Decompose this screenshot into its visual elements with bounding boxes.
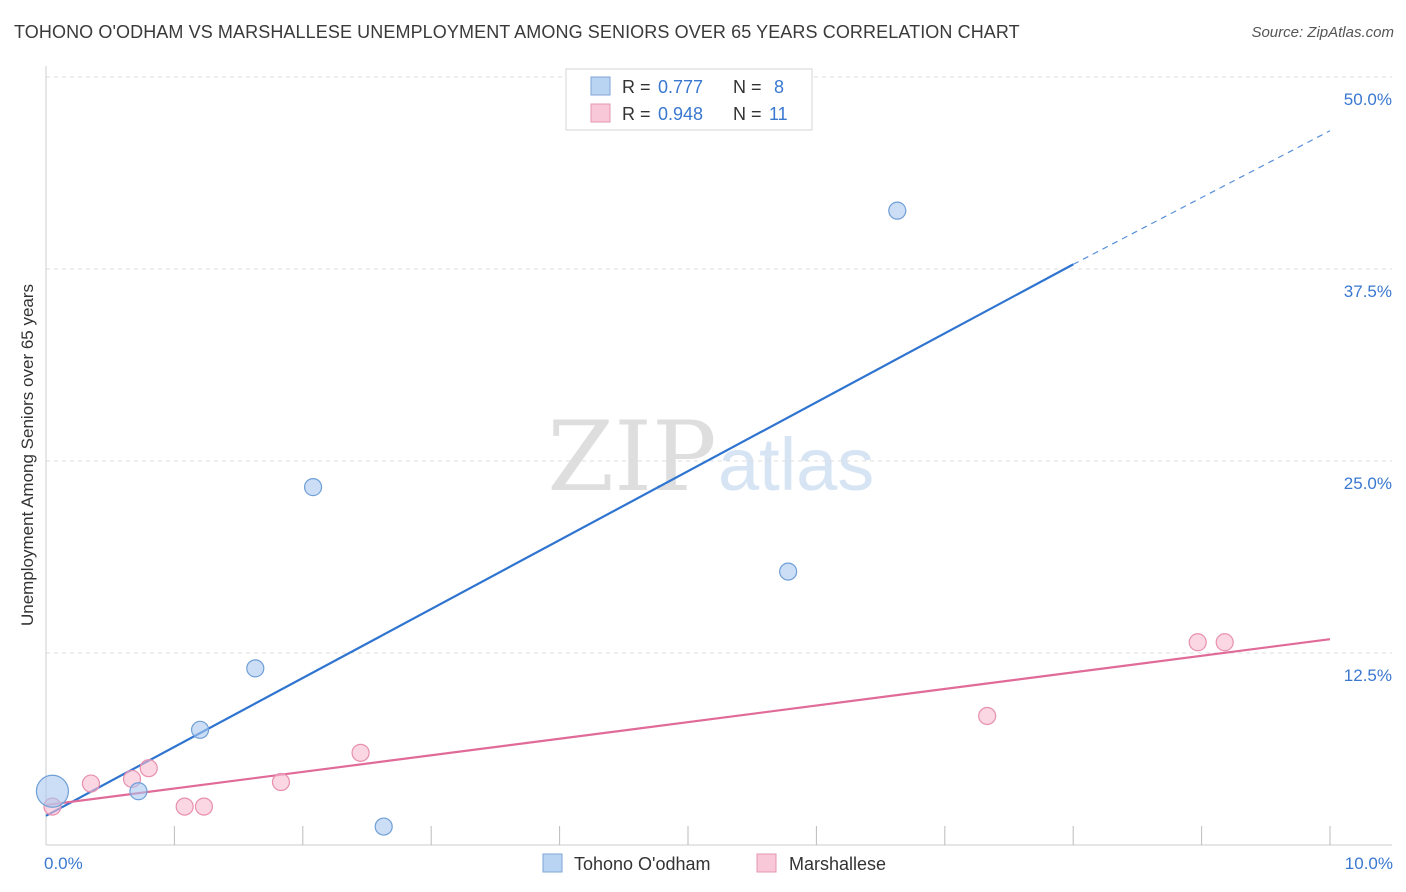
data-point-tohono <box>374 817 393 836</box>
legend-bottom-swatch-marshallese <box>756 853 777 873</box>
data-point-tohono <box>303 478 323 497</box>
legend-bottom-label-marshallese: Marshallese <box>789 854 886 874</box>
data-point-tohono <box>35 774 70 808</box>
trend-layer <box>45 130 1331 817</box>
data-point-marshallese <box>351 743 370 762</box>
axis-layer: 12.5% 25.0% 37.5% 50.0% 0.0% 10.0% <box>44 66 1393 873</box>
y-tick-label: 12.5% <box>1344 666 1392 685</box>
data-point-tohono <box>888 201 907 220</box>
data-point-marshallese <box>271 772 291 792</box>
data-point-marshallese <box>978 706 997 726</box>
watermark-zip: ZIP <box>547 401 716 513</box>
legend-n-value-tohono: 8 <box>774 77 784 97</box>
y-tick-label: 25.0% <box>1344 474 1392 493</box>
data-point-tohono <box>190 720 210 739</box>
data-point-marshallese <box>81 774 101 793</box>
data-point-marshallese <box>1188 633 1207 652</box>
legend-n-label-2: N = <box>733 104 762 124</box>
legend-swatch-tohono <box>590 76 611 96</box>
grid-layer <box>46 76 1392 654</box>
legend-r-label-2: R = <box>622 104 651 124</box>
data-point-tohono <box>779 562 798 581</box>
trend-line-extension <box>1072 130 1331 265</box>
y-tick-label: 37.5% <box>1344 282 1392 301</box>
legend-top: R = 0.777 N = 8 R = 0.948 N = 11 <box>565 68 813 131</box>
data-point-marshallese <box>194 797 214 816</box>
legend-r-value-marshallese: 0.948 <box>658 104 703 124</box>
legend-r-value-tohono: 0.777 <box>658 77 703 97</box>
legend-bottom: Tohono O'odham Marshallese <box>542 853 886 874</box>
legend-swatch-marshallese <box>590 103 611 123</box>
legend-n-label-1: N = <box>733 77 762 97</box>
point-layer <box>35 201 1234 836</box>
legend-n-value-marshallese: 11 <box>769 104 788 124</box>
legend-r-label-1: R = <box>622 77 651 97</box>
x-tick-label: 10.0% <box>1345 854 1393 873</box>
trend-line-tohono <box>45 263 1074 817</box>
trend-line-marshallese <box>45 638 1331 807</box>
source-credit: Source: ZipAtlas.com <box>1251 24 1394 41</box>
legend-bottom-label-tohono: Tohono O'odham <box>574 854 711 874</box>
watermark-atlas: atlas <box>718 423 874 506</box>
data-point-marshallese <box>1215 633 1234 652</box>
chart-title: TOHONO O'ODHAM VS MARSHALLESE UNEMPLOYME… <box>14 22 1020 42</box>
legend-bottom-swatch-tohono <box>542 853 563 873</box>
x-tick-label: 0.0% <box>44 854 83 873</box>
data-point-tohono <box>129 782 148 801</box>
data-point-marshallese <box>175 797 194 816</box>
y-axis-label: Unemployment Among Seniors over 65 years <box>18 284 37 626</box>
data-point-tohono <box>246 659 265 678</box>
watermark: ZIP atlas <box>547 401 874 513</box>
data-point-marshallese <box>139 759 158 778</box>
y-tick-label: 50.0% <box>1344 90 1392 109</box>
